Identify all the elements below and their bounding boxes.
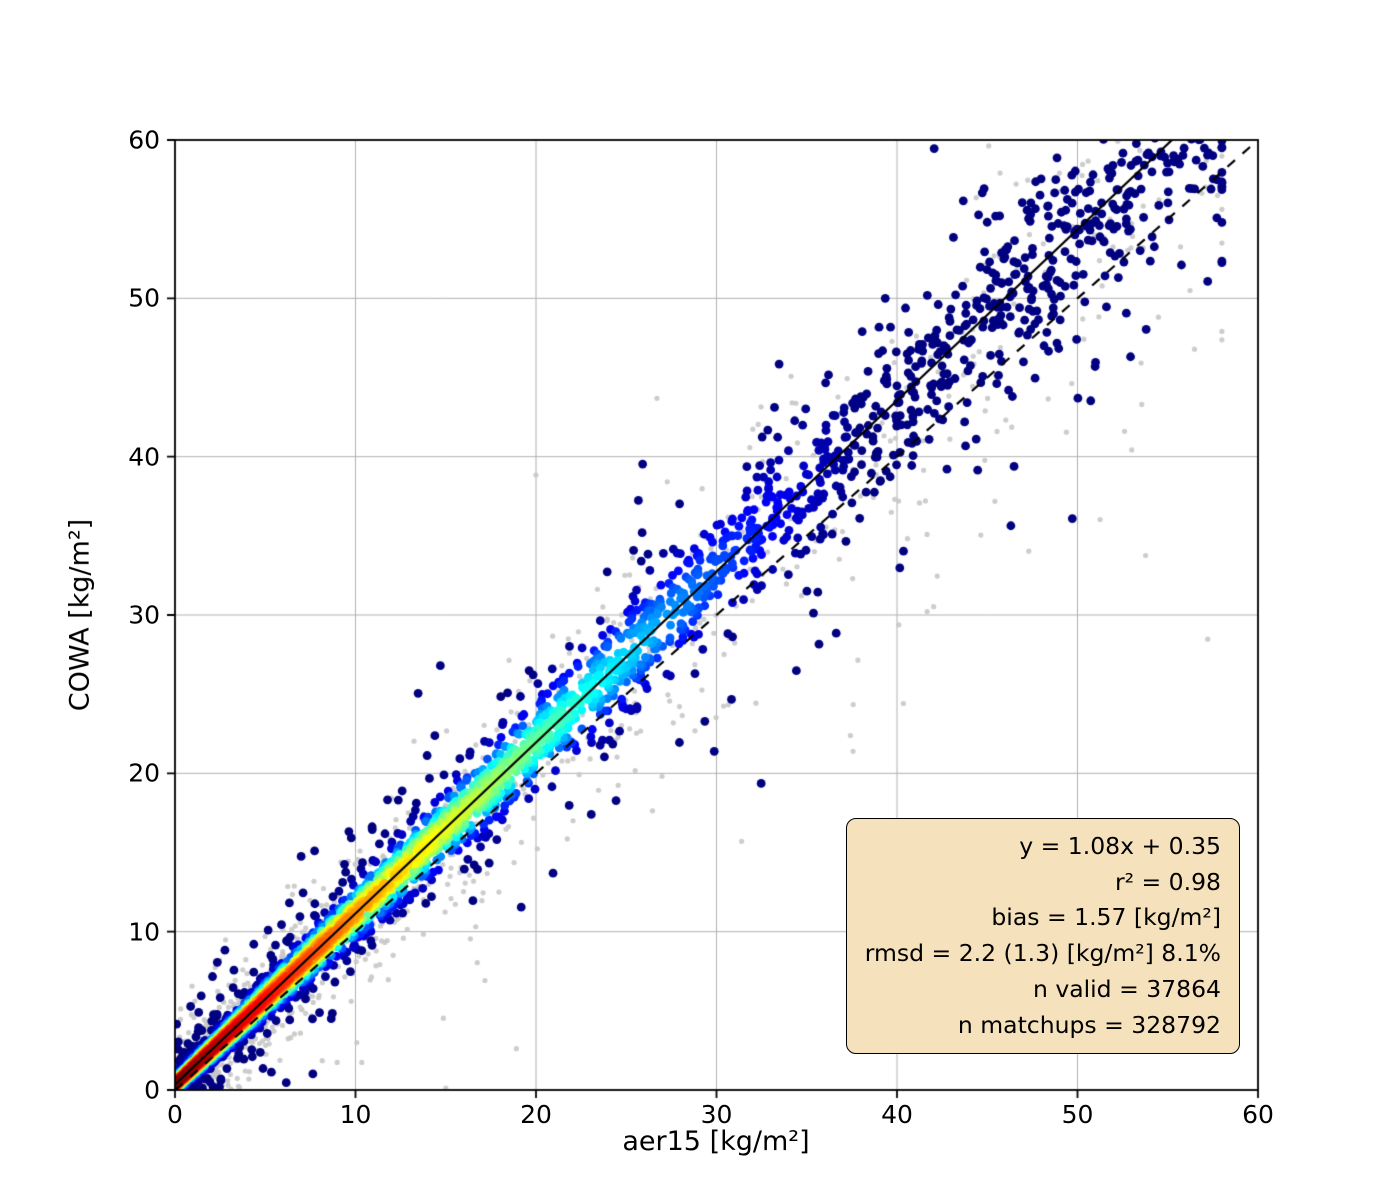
y-tick-label: 10 xyxy=(128,917,160,947)
x-tick-label: 0 xyxy=(167,1100,183,1129)
stats-r-squared: r² = 0.98 xyxy=(1114,867,1221,896)
y-tick-label: 0 xyxy=(144,1075,160,1105)
stats-n-valid: n valid = 37864 xyxy=(1032,974,1221,1003)
x-axis-label: aer15 [kg/m²] xyxy=(622,1126,810,1157)
x-tick-label: 30 xyxy=(700,1100,733,1129)
stats-fit-equation: y = 1.08x + 0.35 xyxy=(1019,832,1221,860)
stats-bias: bias = 1.57 [kg/m²] xyxy=(991,903,1221,932)
y-tick-label: 50 xyxy=(128,283,160,313)
y-tick-label: 40 xyxy=(128,442,160,472)
x-tick-label: 10 xyxy=(339,1100,372,1129)
stats-rmsd: rmsd = 2.2 (1.3) [kg/m²] 8.1% xyxy=(864,939,1221,968)
y-tick-label: 60 xyxy=(128,125,160,155)
y-tick-label: 30 xyxy=(128,600,160,630)
stats-n-matchups: n matchups = 328792 xyxy=(957,1010,1221,1039)
x-tick-label: 40 xyxy=(881,1100,913,1129)
y-tick-label: 20 xyxy=(128,758,160,788)
x-tick-label: 50 xyxy=(1061,1100,1094,1129)
x-tick-label: 60 xyxy=(1242,1100,1274,1129)
stats-box: y = 1.08x + 0.35 r² = 0.98 bias = 1.57 [… xyxy=(845,818,1240,1055)
x-tick-label: 20 xyxy=(520,1100,552,1129)
